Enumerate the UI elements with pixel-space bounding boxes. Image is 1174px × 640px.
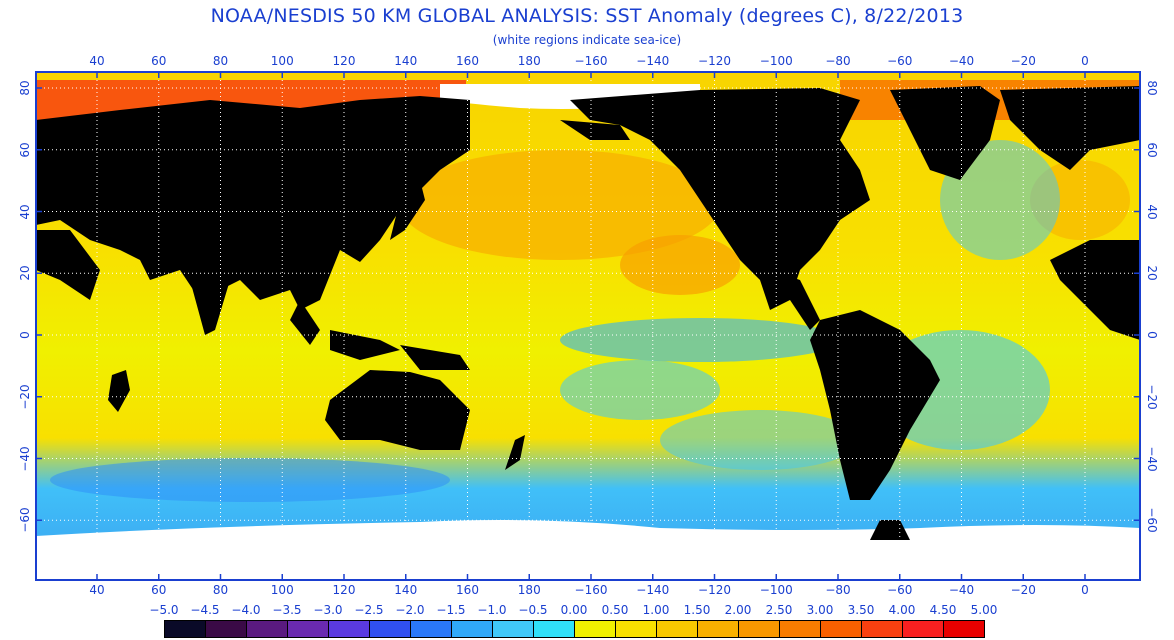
legend-label: −3.0 — [313, 603, 343, 617]
longitude-label-top: 140 — [394, 54, 418, 68]
longitude-label-bot: 120 — [332, 583, 356, 597]
latitude-label-left: −60 — [18, 507, 32, 533]
latitude-label-right: 40 — [1145, 203, 1159, 220]
map-title: NOAA/NESDIS 50 KM GLOBAL ANALYSIS: SST A… — [210, 5, 964, 27]
longitude-label-bot: 100 — [270, 583, 294, 597]
latitude-label-right: −40 — [1145, 445, 1159, 472]
legend-label: 0.00 — [560, 603, 588, 617]
longitude-label-top: −20 — [1010, 54, 1036, 68]
longitude-label-bot: −20 — [1010, 583, 1036, 597]
longitude-label-top: 40 — [89, 54, 105, 68]
latitude-label-left: −40 — [18, 445, 32, 472]
axis-ticks — [36, 72, 1140, 580]
legend-swatch — [205, 620, 247, 638]
longitude-label-top: 0 — [1081, 54, 1089, 68]
legend-label: 0.50 — [601, 603, 629, 617]
latitude-label-right: 20 — [1145, 265, 1159, 281]
longitude-label-top: −160 — [574, 54, 608, 68]
longitude-label-top: −80 — [825, 54, 851, 68]
longitude-label-top: −120 — [698, 54, 731, 68]
longitude-label-bot: −120 — [698, 583, 731, 597]
legend-swatch — [820, 620, 862, 638]
latitude-label-right: 80 — [1145, 80, 1159, 96]
legend-swatch — [410, 620, 452, 638]
legend-swatch — [574, 620, 616, 638]
legend-label: −0.5 — [518, 603, 548, 617]
legend-swatch — [369, 620, 411, 638]
legend-label: −2.0 — [395, 603, 425, 617]
longitude-label-top: 180 — [517, 54, 541, 68]
legend-label: 1.50 — [683, 603, 711, 617]
longitude-label-top: 100 — [270, 54, 294, 68]
latitude-label-right: −20 — [1145, 384, 1159, 410]
latitude-label-left: −20 — [18, 384, 32, 410]
legend-swatch — [861, 620, 903, 638]
legend-swatch — [492, 620, 534, 638]
longitude-label-top: 160 — [456, 54, 479, 68]
legend-swatch — [738, 620, 780, 638]
latitude-label-left: 0 — [18, 331, 32, 339]
latitude-label-left: 40 — [18, 203, 32, 220]
longitude-label-bot: −80 — [825, 583, 851, 597]
latitude-label-right: −60 — [1145, 507, 1159, 533]
longitude-label-bot: 180 — [517, 583, 541, 597]
legend-label: −1.0 — [477, 603, 507, 617]
legend-label: 4.00 — [888, 603, 916, 617]
legend-swatch — [779, 620, 821, 638]
legend-label: 4.50 — [929, 603, 957, 617]
legend-label: 3.50 — [847, 603, 875, 617]
legend-swatch — [615, 620, 657, 638]
legend-swatch — [697, 620, 739, 638]
latitude-label-left: 80 — [18, 80, 32, 96]
legend-swatch — [533, 620, 575, 638]
longitude-label-top: −60 — [887, 54, 913, 68]
legend-label: −3.5 — [272, 603, 302, 617]
longitude-label-bot: 80 — [212, 583, 229, 597]
legend-label: −2.5 — [354, 603, 384, 617]
longitude-label-bot: −160 — [574, 583, 608, 597]
longitude-label-top: −100 — [759, 54, 793, 68]
legend-swatch — [656, 620, 698, 638]
legend-label: −5.0 — [149, 603, 179, 617]
legend-label: 2.50 — [765, 603, 793, 617]
latitude-label-right: 60 — [1145, 142, 1159, 158]
legend-swatch — [451, 620, 493, 638]
legend-label: −4.0 — [231, 603, 261, 617]
latitude-label-left: 20 — [18, 265, 32, 281]
legend-swatch — [943, 620, 985, 638]
longitude-label-top: −40 — [948, 54, 975, 68]
longitude-label-top: 80 — [212, 54, 229, 68]
legend-label: 3.00 — [806, 603, 834, 617]
longitude-label-bot: −60 — [887, 583, 913, 597]
longitude-label-bot: 60 — [151, 583, 167, 597]
longitude-label-bot: 0 — [1081, 583, 1089, 597]
map-frame — [35, 71, 1141, 581]
longitude-label-bot: −140 — [636, 583, 670, 597]
legend-swatch — [246, 620, 288, 638]
longitude-label-top: 120 — [332, 54, 356, 68]
legend-swatch — [164, 620, 206, 638]
latitude-label-right: 0 — [1145, 331, 1159, 339]
longitude-label-bot: 140 — [394, 583, 418, 597]
longitude-label-bot: 160 — [456, 583, 479, 597]
longitude-label-bot: 40 — [89, 583, 105, 597]
legend-label: 1.00 — [642, 603, 670, 617]
legend-label: 2.00 — [724, 603, 752, 617]
legend-label: 5.00 — [970, 603, 998, 617]
longitude-label-top: 60 — [151, 54, 167, 68]
legend-label: −4.5 — [190, 603, 220, 617]
latitude-label-left: 60 — [18, 142, 32, 158]
longitude-label-bot: −100 — [759, 583, 793, 597]
legend-label: −1.5 — [436, 603, 466, 617]
graticule — [36, 72, 1140, 580]
longitude-label-bot: −40 — [948, 583, 975, 597]
legend-swatch — [902, 620, 944, 638]
legend-swatch — [287, 620, 329, 638]
map-subtitle: (white regions indicate sea-ice) — [492, 33, 682, 47]
longitude-label-top: −140 — [636, 54, 670, 68]
legend-swatch — [328, 620, 370, 638]
